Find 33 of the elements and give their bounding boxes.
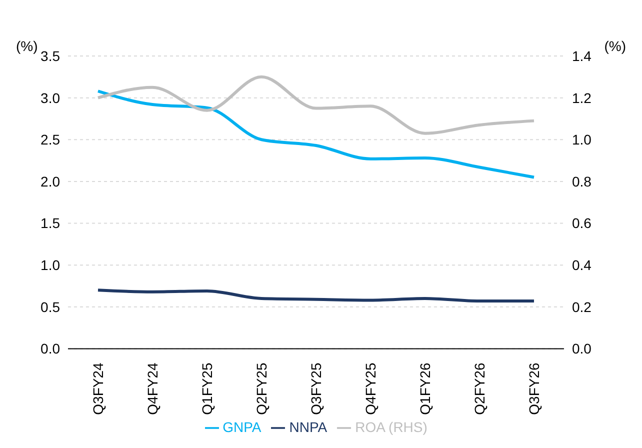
legend-label: GNPA [222,418,262,435]
line-series [96,90,536,179]
x-tick-label: Q1FY25 [199,362,215,415]
y2-tick-label: 1.2 [572,90,592,106]
y-tick-label: 1.5 [40,215,60,232]
x-tick-label: Q3FY25 [308,362,324,415]
x-tick-label: Q1FY26 [417,362,433,415]
line-series [96,288,536,303]
x-tick-label: Q4FY25 [362,362,378,415]
y2-tick-label: 0.2 [572,298,592,315]
x-tick-label: Q4FY24 [144,362,160,415]
y-tick-label: 3.5 [40,48,60,64]
y-axis-title: (%) [16,38,38,54]
y-tick-label: 0.5 [40,298,60,315]
y2-tick-label: 0.0 [572,340,592,357]
y-tick-label: 2.5 [40,132,60,148]
y2-axis-title: (%) [604,38,626,54]
legend-label: ROA (RHS) [355,418,428,435]
y2-tick-label: 1.0 [572,132,592,148]
legend-label: NNPA [289,418,328,435]
y-tick-label: 2.0 [40,173,60,190]
y-tick-label: 0.0 [40,340,60,357]
x-tick-label: Q2FY26 [472,362,488,415]
x-tick-label: Q3FY24 [90,362,106,415]
y-tick-label: 3.0 [40,90,60,106]
line-series [96,75,536,135]
y2-tick-label: 1.4 [572,48,592,64]
x-tick-label: Q3FY26 [526,362,542,415]
y2-tick-label: 0.4 [572,257,592,274]
y-tick-label: 1.0 [40,257,60,274]
y2-tick-label: 0.6 [572,215,592,232]
y2-tick-label: 0.8 [572,173,592,190]
x-tick-label: Q2FY25 [254,362,270,415]
